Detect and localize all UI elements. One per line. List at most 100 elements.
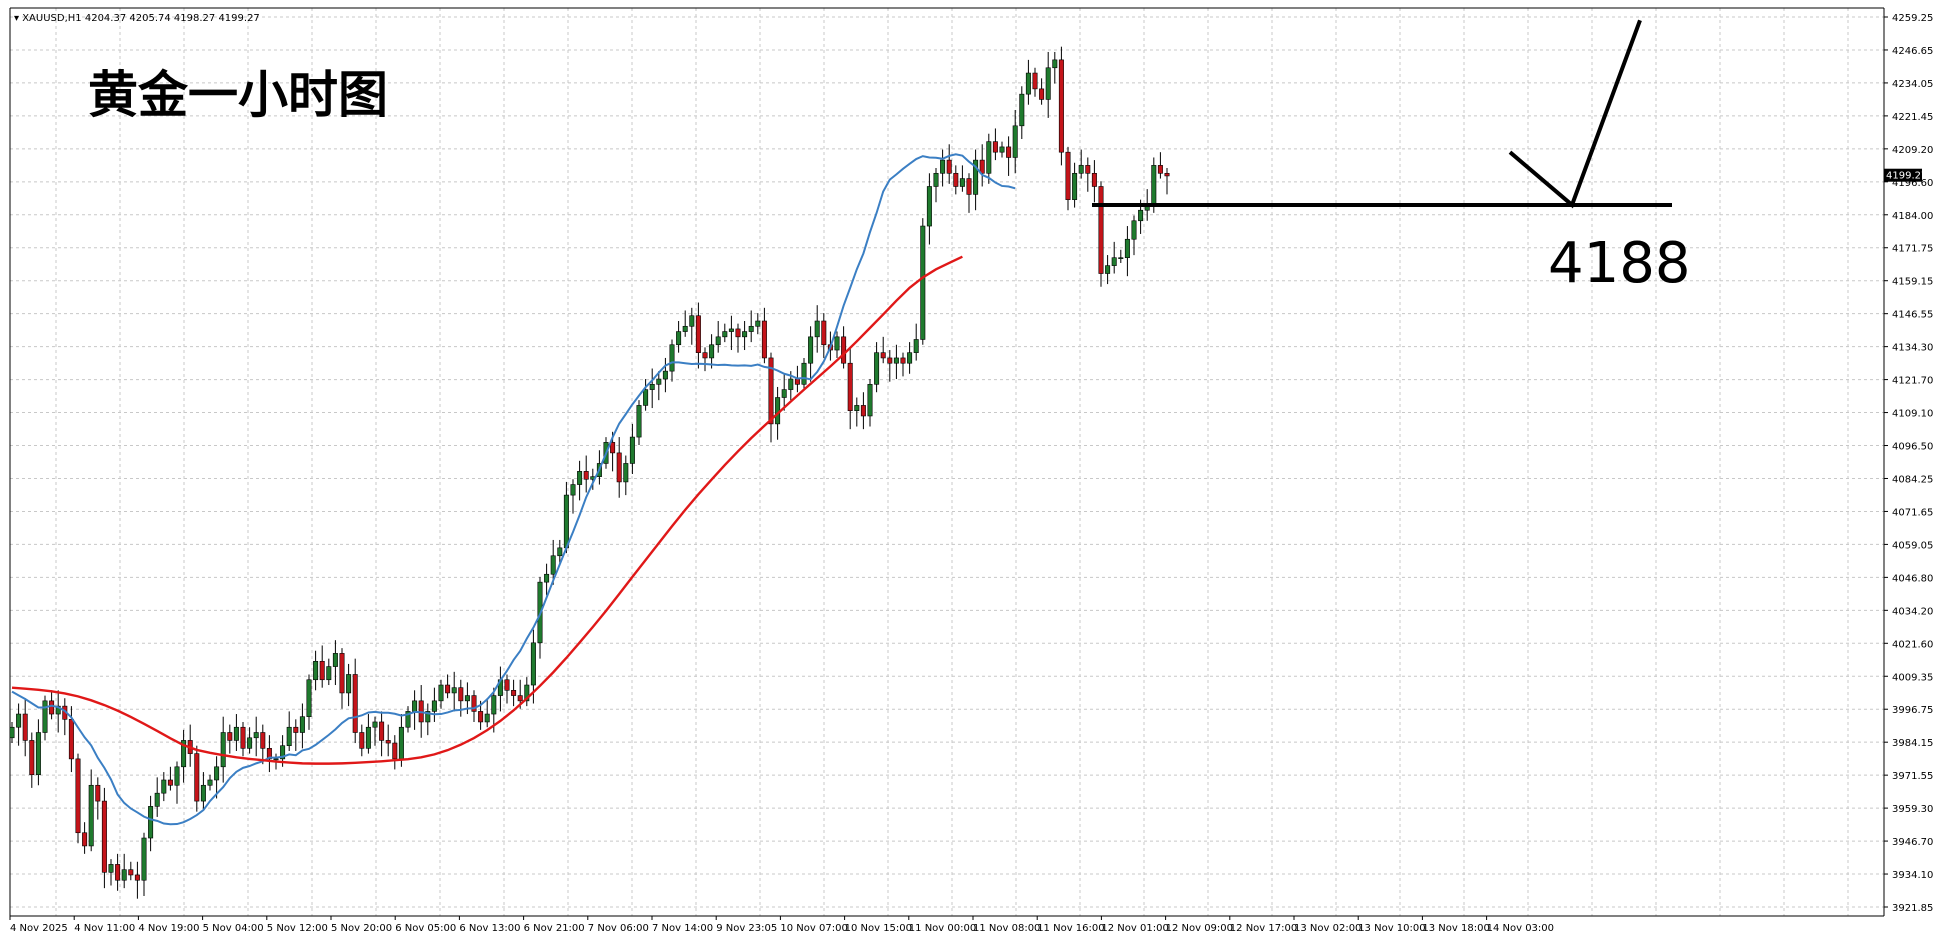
candle-body xyxy=(867,384,873,417)
candle xyxy=(715,321,721,353)
candle-body xyxy=(834,336,840,351)
candle xyxy=(709,334,715,369)
candle-body xyxy=(616,452,622,483)
candle xyxy=(1032,67,1038,97)
candle-body xyxy=(1045,67,1051,100)
candle-body xyxy=(392,742,398,760)
candle-body xyxy=(504,679,510,691)
candle-body xyxy=(115,864,121,881)
x-tick-label: 12 Nov 17:00 xyxy=(1230,923,1297,934)
candle-body xyxy=(979,159,985,174)
y-tick-label: 4259.25 xyxy=(1892,13,1933,24)
y-tick-label: 4109.10 xyxy=(1892,409,1933,420)
candle xyxy=(808,326,814,382)
candle-body xyxy=(728,328,734,332)
candle-body xyxy=(695,315,701,353)
candle xyxy=(346,663,352,707)
candle xyxy=(887,350,893,382)
candles xyxy=(9,46,1170,899)
candle xyxy=(392,735,398,770)
candle xyxy=(860,392,866,430)
candle-body xyxy=(900,357,906,364)
x-tick-label: 4 Nov 19:00 xyxy=(138,923,199,934)
candle-body xyxy=(247,737,253,749)
candle-body xyxy=(550,555,556,575)
candle-body xyxy=(907,352,913,364)
candle xyxy=(953,165,959,195)
candle-body xyxy=(458,687,464,702)
candle xyxy=(893,344,899,380)
candle xyxy=(854,397,860,427)
candle-body xyxy=(643,389,649,406)
candle-body xyxy=(346,674,352,694)
candle xyxy=(187,724,193,767)
candle xyxy=(544,563,550,596)
candle xyxy=(913,323,919,361)
x-tick-label: 7 Nov 06:00 xyxy=(588,923,649,934)
y-axis: 4259.25 4246.65 4234.05 4221.45 4209.20 4196.… xyxy=(1884,13,1933,914)
candle xyxy=(286,711,292,751)
x-tick-label: 6 Nov 13:00 xyxy=(459,923,520,934)
candle-body xyxy=(1078,165,1084,174)
y-tick-label: 4059.05 xyxy=(1892,540,1933,551)
y-tick-label: 4021.60 xyxy=(1892,639,1933,650)
candle-body xyxy=(405,711,411,728)
candle xyxy=(821,313,827,358)
candle-body xyxy=(49,700,55,715)
candle-body xyxy=(1124,238,1130,259)
candle xyxy=(728,315,734,351)
candle xyxy=(867,379,873,427)
candle xyxy=(214,756,220,799)
candle xyxy=(669,339,675,382)
candle xyxy=(933,168,939,203)
candle xyxy=(1124,226,1130,277)
candle xyxy=(22,698,28,757)
candle-body xyxy=(1111,257,1117,266)
candle xyxy=(629,423,635,475)
candle xyxy=(161,772,167,802)
x-tick-label: 7 Nov 14:00 xyxy=(652,923,713,934)
candle xyxy=(240,721,246,757)
chart-title: 黄金一小时图 xyxy=(88,66,388,124)
candle-body xyxy=(68,719,74,760)
candle xyxy=(227,724,233,754)
candle xyxy=(841,326,847,369)
candle xyxy=(695,302,701,369)
candle-body xyxy=(880,352,886,359)
candle xyxy=(979,144,985,187)
candle xyxy=(907,342,913,374)
candle xyxy=(940,149,946,187)
candle-body xyxy=(920,225,926,340)
candle-body xyxy=(313,660,319,681)
candle-body xyxy=(735,328,741,338)
candle xyxy=(557,539,563,564)
x-tick-label: 9 Nov 23:05 xyxy=(716,923,777,934)
candle-body xyxy=(794,378,800,385)
candle-body xyxy=(1065,151,1071,200)
y-tick-label: 4209.20 xyxy=(1892,145,1933,156)
candle-body xyxy=(398,726,404,760)
candle-body xyxy=(583,471,589,480)
candle xyxy=(174,761,180,804)
candle xyxy=(636,400,642,445)
candle xyxy=(570,479,576,514)
candle-body xyxy=(893,357,899,364)
candle xyxy=(973,149,979,211)
candle-body xyxy=(359,732,365,749)
candle xyxy=(101,787,107,889)
candle xyxy=(999,141,1005,158)
candle xyxy=(299,703,305,749)
candle xyxy=(801,357,807,390)
y-tick-label: 3946.70 xyxy=(1892,837,1933,848)
candle-body xyxy=(82,832,88,847)
candle xyxy=(55,690,61,733)
candle xyxy=(742,321,748,351)
candle-body xyxy=(134,874,140,881)
candle-body xyxy=(181,740,187,768)
candle-body xyxy=(1006,146,1012,158)
candle xyxy=(511,679,517,707)
candle xyxy=(926,173,932,245)
candle-body xyxy=(1138,209,1144,222)
candle-body xyxy=(372,721,378,728)
candle-body xyxy=(1131,220,1137,240)
